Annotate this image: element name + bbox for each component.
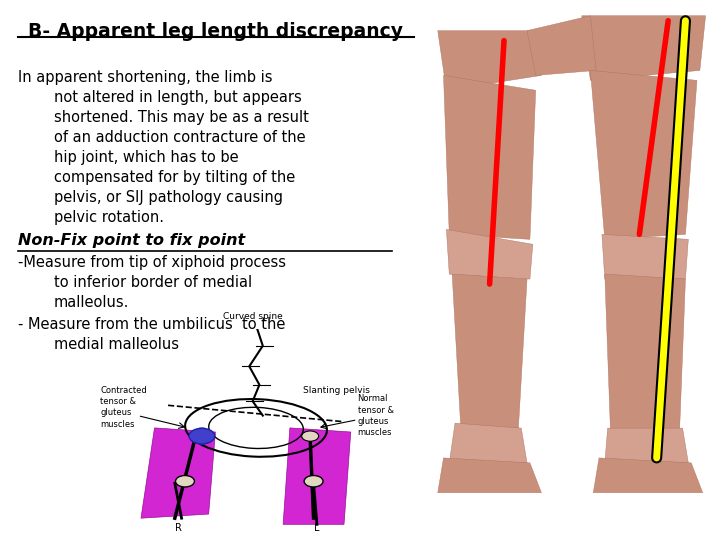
Text: hip joint, which has to be: hip joint, which has to be — [54, 150, 238, 165]
Polygon shape — [449, 423, 527, 463]
Text: Normal
tensor &
gluteus
muscles: Normal tensor & gluteus muscles — [358, 394, 394, 437]
Polygon shape — [605, 428, 688, 463]
Circle shape — [302, 431, 319, 441]
Text: pelvis, or SIJ pathology causing: pelvis, or SIJ pathology causing — [54, 190, 283, 205]
Text: B- Apparent leg length discrepancy: B- Apparent leg length discrepancy — [29, 22, 403, 40]
Polygon shape — [590, 70, 697, 239]
Polygon shape — [602, 234, 688, 279]
Text: L: L — [314, 523, 320, 532]
Text: to inferior border of medial: to inferior border of medial — [54, 275, 252, 290]
Text: of an adduction contracture of the: of an adduction contracture of the — [54, 130, 305, 145]
Text: R: R — [175, 523, 181, 532]
Polygon shape — [452, 274, 527, 428]
Polygon shape — [141, 428, 215, 518]
Polygon shape — [283, 428, 351, 524]
Text: medial malleolus: medial malleolus — [54, 337, 179, 352]
Circle shape — [176, 476, 194, 487]
Polygon shape — [605, 274, 685, 433]
Text: Contracted
tensor &
gluteus
muscles: Contracted tensor & gluteus muscles — [100, 386, 147, 429]
Circle shape — [304, 476, 323, 487]
Text: - Measure from the umbilicus  to the: - Measure from the umbilicus to the — [18, 317, 285, 332]
Polygon shape — [582, 16, 706, 80]
Text: Non-Fix point to fix point: Non-Fix point to fix point — [18, 233, 245, 248]
Text: pelvic rotation.: pelvic rotation. — [54, 210, 164, 225]
Polygon shape — [438, 31, 541, 90]
Circle shape — [189, 428, 215, 444]
Text: Slanting pelvis: Slanting pelvis — [303, 387, 370, 395]
Text: shortened. This may be as a result: shortened. This may be as a result — [54, 110, 309, 125]
Text: malleolus.: malleolus. — [54, 295, 130, 310]
Polygon shape — [438, 458, 541, 492]
Text: Curved spine: Curved spine — [222, 312, 282, 321]
Polygon shape — [446, 230, 533, 279]
Polygon shape — [593, 458, 703, 492]
Polygon shape — [444, 76, 536, 239]
Text: not altered in length, but appears: not altered in length, but appears — [54, 90, 302, 105]
Polygon shape — [527, 16, 596, 76]
Ellipse shape — [192, 428, 212, 444]
Text: In apparent shortening, the limb is: In apparent shortening, the limb is — [18, 70, 272, 85]
Text: -Measure from tip of xiphoid process: -Measure from tip of xiphoid process — [18, 255, 286, 270]
Text: compensated for by tilting of the: compensated for by tilting of the — [54, 170, 295, 185]
